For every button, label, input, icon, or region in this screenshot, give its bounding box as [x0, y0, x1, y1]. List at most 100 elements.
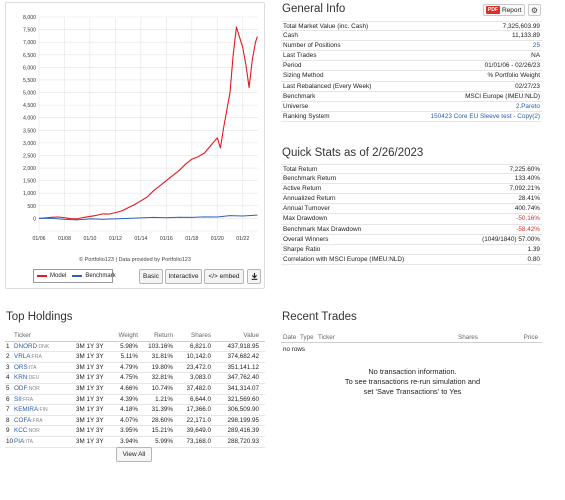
quick-stats-value: 1.39 [527, 245, 540, 253]
holding-return: 28.60% [151, 416, 173, 424]
general-info-row: Universe 2.Pareto [281, 102, 542, 112]
quick-stats-row: Annualized Return 28.41% [281, 194, 542, 205]
holding-symbol[interactable]: ORS [14, 363, 28, 371]
holding-period-links[interactable]: 3M 1Y 3Y [76, 363, 104, 371]
header-ticker: Ticker [14, 332, 31, 339]
holding-period-links[interactable]: 3M 1Y 3Y [76, 384, 104, 392]
holding-rank: 10 [6, 437, 14, 445]
general-info-value[interactable]: 150423 Core EU Sleeve test - Copy(2) [430, 112, 540, 120]
general-info-label: Ranking System [283, 112, 330, 120]
y-tick-label: 4,500 [23, 103, 36, 109]
holdings-header-row: Ticker Weight Return Shares Value [5, 331, 265, 342]
holding-exchange: :FRA [31, 417, 43, 424]
x-tick-label: 01/14 [134, 236, 147, 242]
holding-symbol[interactable]: KEMIRA [14, 406, 39, 414]
download-button[interactable] [247, 269, 261, 284]
header-shares: Shares [191, 332, 211, 339]
view-all-button[interactable]: View All [116, 447, 152, 462]
general-info-row: Number of Positions 25 [281, 41, 542, 52]
holding-row: 9 KCC:NOR 3M 1Y 3Y 3.95% 15.21% 39,649.0 289,4… [5, 426, 265, 437]
pdf-icon: PDF [486, 6, 500, 14]
holding-symbol[interactable]: VRLA [14, 353, 31, 361]
holding-exchange: :NOR [27, 385, 40, 392]
holding-symbol[interactable]: ODF [14, 384, 28, 392]
holding-row: 6 SII:FRA 3M 1Y 3Y 4.39% 1.21% 6,644.0 321,569… [5, 395, 265, 406]
top-holdings-table: Ticker Weight Return Shares Value 1 DNORD… [5, 331, 265, 448]
header-value: Value [243, 332, 259, 339]
holding-rank: 7 [6, 406, 10, 414]
holding-return: 19.80% [151, 363, 173, 371]
holding-weight: 4.07% [120, 416, 138, 424]
holding-return: 103.16% [148, 342, 173, 350]
holding-value: 341,314.07 [227, 384, 259, 392]
message-line-3: set 'Save Transactions' to Yes [363, 387, 462, 397]
holding-ticker[interactable]: ODF:NOR [14, 384, 76, 394]
quick-stats-label: Correlation with MSCI Europe (IMEU:NLD) [283, 255, 405, 263]
holding-symbol[interactable]: DNORD [14, 342, 38, 350]
holding-ticker[interactable]: DNORD:DNK [14, 342, 76, 352]
holding-period-links[interactable]: 3M 1Y 3Y [76, 406, 104, 414]
holding-rank: 1 [6, 342, 10, 350]
holding-value: 288,720.93 [227, 437, 259, 445]
holding-period-links[interactable]: 3M 1Y 3Y [76, 353, 104, 361]
general-info-value[interactable]: 25 [532, 42, 540, 50]
holding-period-links[interactable]: 3M 1Y 3Y [76, 342, 104, 350]
report-button[interactable]: PDF Report [483, 4, 525, 16]
holding-return: 31.81% [151, 353, 173, 361]
holding-period-links[interactable]: 3M 1Y 3Y [76, 427, 104, 435]
holding-value: 437,918.95 [227, 342, 259, 350]
holding-ticker[interactable]: KEMIRA:FIN [14, 405, 76, 415]
holding-row: 5 ODF:NOR 3M 1Y 3Y 4.66% 10.74% 37,482.0 341,3… [5, 384, 265, 395]
holding-return: 10.74% [151, 384, 173, 392]
holding-weight: 5.11% [120, 353, 138, 361]
holding-symbol[interactable]: PIA [14, 437, 25, 445]
general-info-label: Number of Positions [283, 42, 341, 50]
settings-button[interactable]: ⚙ [528, 4, 541, 16]
holding-exchange: :DEU [27, 375, 40, 382]
chart-legend: Model Benchmark [33, 269, 116, 283]
holding-row: 10 PIA:ITA 3M 1Y 3Y 3.94% 5.99% 73,168.0 288,7… [5, 437, 265, 448]
holding-weight: 4.18% [120, 406, 138, 414]
holding-rank: 5 [6, 384, 10, 392]
holding-ticker[interactable]: COFA:FRA [14, 416, 76, 426]
legend-item-benchmark[interactable]: Benchmark [72, 273, 116, 279]
holding-exchange: :NOR [27, 428, 40, 435]
holding-symbol[interactable]: KCC [14, 427, 28, 435]
holding-ticker[interactable]: KRN:DEU [14, 373, 76, 383]
holding-rank: 8 [6, 416, 10, 424]
holding-rank: 6 [6, 395, 10, 403]
quick-stats-row: Benchmark Return 133.40% [281, 174, 542, 185]
holding-shares: 3,083.0 [189, 374, 211, 382]
interactive-chart-button[interactable]: Interactive [165, 269, 202, 284]
holding-row: 7 KEMIRA:FIN 3M 1Y 3Y 4.18% 31.39% 17,366.0 30… [5, 405, 265, 416]
general-info-row: Benchmark MSCI Europe (IMEU:NLD) [281, 92, 542, 102]
message-line-2: To see transactions re-run simulation an… [344, 377, 481, 387]
general-info-value[interactable]: 2.Pareto [515, 102, 540, 110]
legend-item-model[interactable]: Model [37, 273, 66, 279]
embed-button[interactable]: </> embed [204, 269, 244, 284]
holding-ticker[interactable]: VRLA:FRA [14, 352, 76, 362]
holding-period-links[interactable]: 3M 1Y 3Y [76, 416, 104, 424]
holding-period-links[interactable]: 3M 1Y 3Y [76, 374, 104, 382]
holding-return: 1.21% [155, 395, 173, 403]
general-info-label: Benchmark [283, 92, 316, 100]
general-info-value: % Portfolio Weight [487, 72, 540, 80]
general-info-label: Universe [283, 102, 309, 110]
holding-row: 3 ORS:ITA 3M 1Y 3Y 4.79% 19.80% 23,472.0 351,1… [5, 363, 265, 374]
basic-chart-button[interactable]: Basic [139, 269, 163, 284]
quick-stats-value: 400.74% [514, 205, 540, 213]
holding-ticker[interactable]: PIA:ITA [14, 437, 76, 447]
holding-period-links[interactable]: 3M 1Y 3Y [76, 437, 104, 445]
holding-value: 374,682.42 [227, 353, 259, 361]
general-info-row: Last Trades NA [281, 51, 542, 62]
quick-stats-row: Correlation with MSCI Europe (IMEU:NLD) 0… [281, 255, 542, 265]
holding-symbol[interactable]: SII [14, 395, 22, 403]
holding-weight: 4.66% [120, 384, 138, 392]
holding-period-links[interactable]: 3M 1Y 3Y [76, 395, 104, 403]
holding-ticker[interactable]: KCC:NOR [14, 426, 76, 436]
holding-symbol[interactable]: COFA [14, 416, 32, 424]
general-info-value: 01/01/06 - 02/26/23 [484, 62, 540, 70]
holding-symbol[interactable]: KRN [14, 374, 28, 382]
holding-ticker[interactable]: SII:FRA [14, 395, 76, 405]
holding-ticker[interactable]: ORS:ITA [14, 363, 76, 373]
